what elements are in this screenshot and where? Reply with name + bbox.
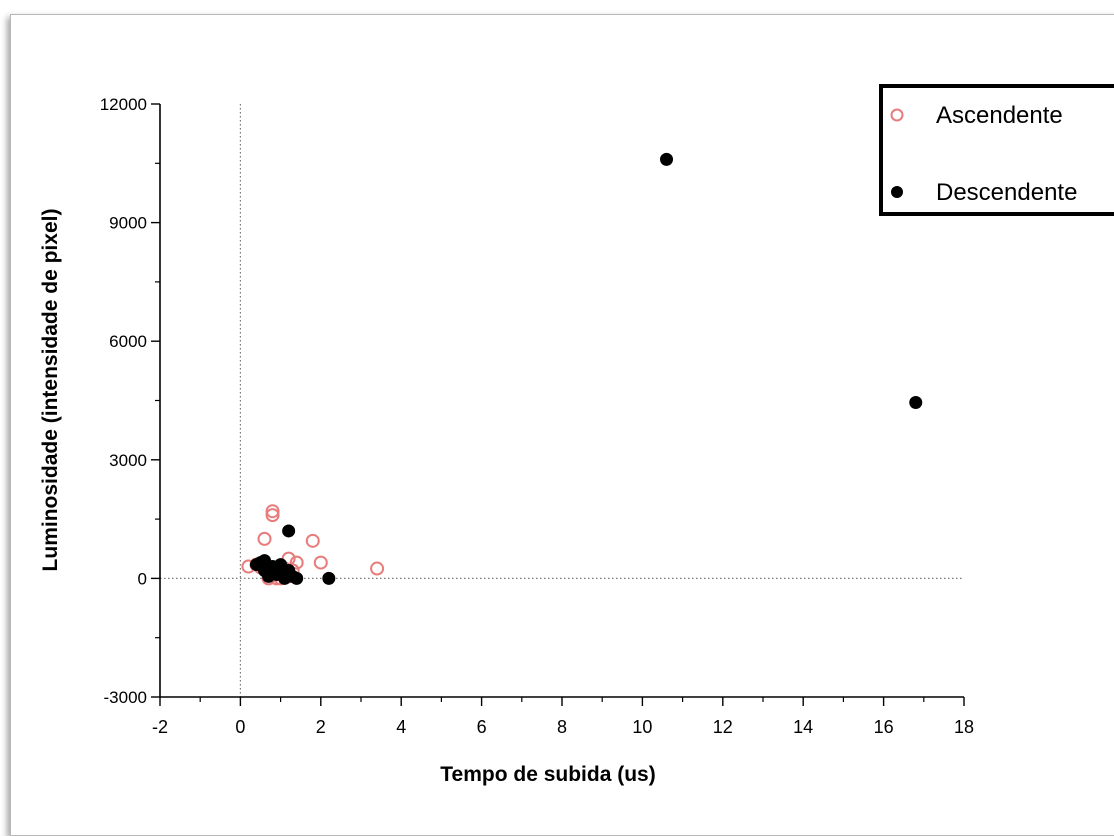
point-ascendente	[313, 555, 328, 570]
legend-box	[879, 84, 1114, 216]
point-ascendente	[305, 533, 320, 548]
point-ascendente	[289, 555, 304, 570]
point-descendente	[660, 152, 674, 166]
x-tick-label: 4	[396, 717, 406, 737]
x-tick-label: -2	[152, 717, 168, 737]
legend-label-ascendente: Ascendente	[936, 102, 1063, 129]
point-ascendente	[370, 561, 385, 576]
x-tick-label: 6	[477, 717, 487, 737]
x-tick-label: 8	[557, 717, 567, 737]
y-ticks: -3000 0 3000 6000 9000 12000	[100, 95, 160, 707]
legend-marker-ascendente	[890, 108, 904, 122]
scatter-chart: -2 0 2 4 6 8 10 12 14 16 18 -3000 0 3000 6000 9000 1200…	[39, 84, 1114, 786]
y-tick-label: 12000	[100, 95, 147, 114]
point-descendente	[909, 395, 923, 409]
legend-marker-descendente	[891, 186, 903, 198]
x-tick-label: 10	[632, 717, 652, 737]
x-tick-label: 18	[954, 717, 974, 737]
y-axis-label: Luminosidade (intensidade de pixel)	[39, 209, 62, 572]
y-tick-label: 3000	[109, 451, 147, 470]
x-tick-label: 16	[874, 717, 894, 737]
x-axis-label: Tempo de subida (us)	[440, 763, 655, 786]
axes	[159, 104, 964, 698]
y-tick-label: -3000	[104, 688, 147, 707]
point-descendente	[322, 571, 336, 585]
x-tick-label: 14	[793, 717, 813, 737]
data-points	[241, 152, 923, 586]
y-tick-label: 6000	[109, 332, 147, 351]
x-tick-label: 0	[235, 717, 245, 737]
reference-lines	[160, 104, 964, 697]
y-tick-label: 9000	[109, 214, 147, 233]
legend-label-descendente: Descendente	[936, 179, 1077, 206]
point-ascendente	[265, 508, 280, 523]
x-ticks: -2 0 2 4 6 8 10 12 14 16 18	[152, 697, 974, 737]
legend: Ascendente Descendente	[879, 84, 1114, 216]
point-descendente	[290, 571, 304, 585]
point-ascendente	[257, 531, 272, 546]
x-tick-label: 12	[713, 717, 733, 737]
y-tick-label: 0	[138, 569, 147, 588]
point-ascendente	[265, 504, 280, 519]
point-descendente	[282, 524, 296, 538]
x-tick-label: 2	[316, 717, 326, 737]
